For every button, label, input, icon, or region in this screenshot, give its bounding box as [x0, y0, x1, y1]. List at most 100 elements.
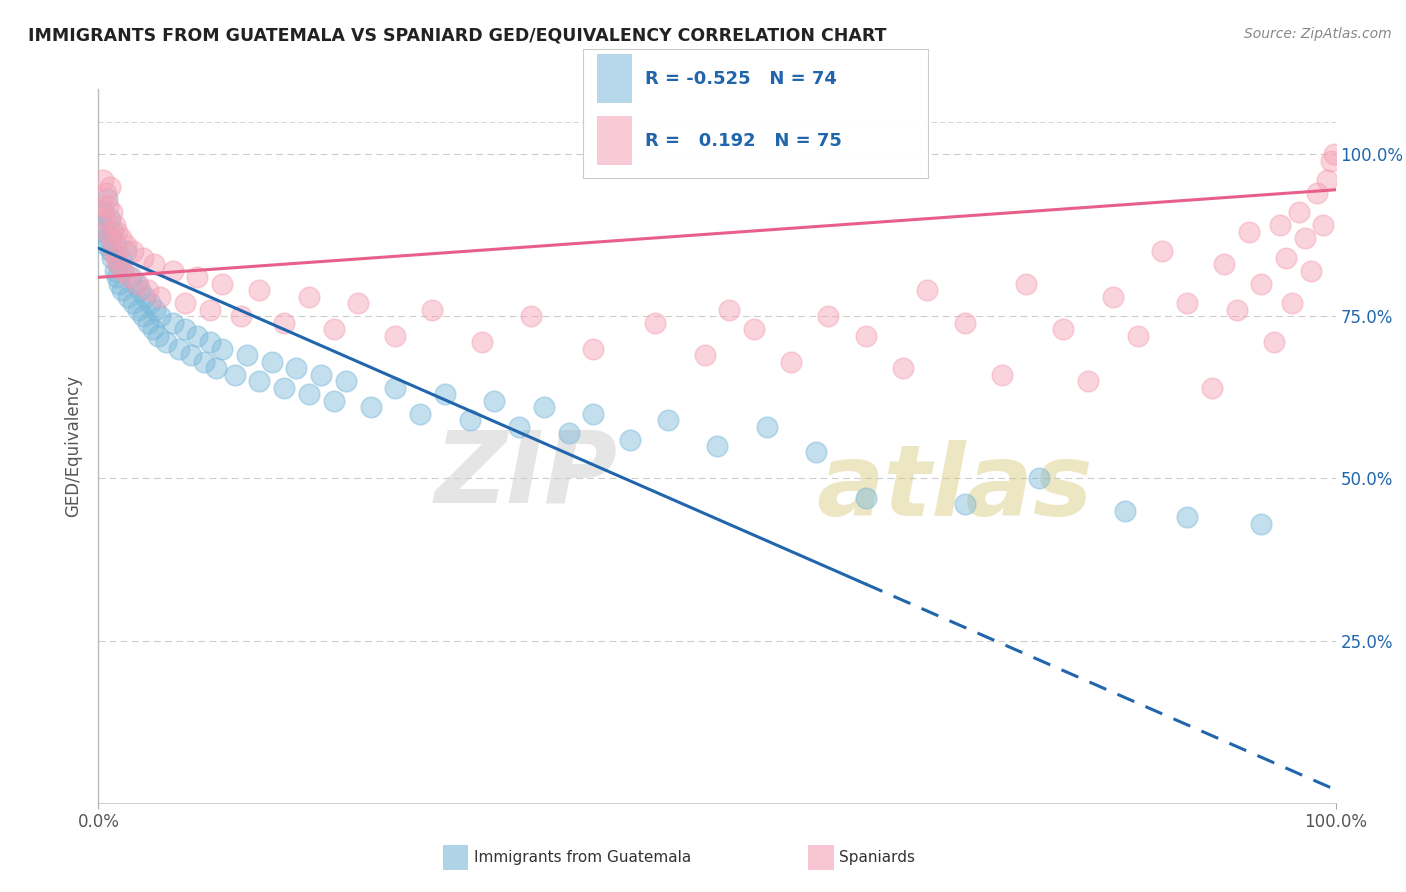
Point [93, 173, 115, 187]
Text: IMMIGRANTS FROM GUATEMALA VS SPANIARD GED/EQUIVALENCY CORRELATION CHART: IMMIGRANTS FROM GUATEMALA VS SPANIARD GE… [28, 27, 887, 45]
Text: ZIP: ZIP [434, 426, 619, 523]
Point [96, 193, 118, 207]
Point [471, 335, 494, 350]
Point [136, 283, 159, 297]
Point [96, 225, 118, 239]
Point [97, 199, 120, 213]
Point [112, 264, 135, 278]
Point [657, 413, 679, 427]
Point [1226, 302, 1249, 317]
Point [1306, 186, 1329, 200]
Point [193, 354, 215, 368]
Point [132, 310, 155, 324]
Point [298, 290, 321, 304]
Point [134, 290, 156, 304]
Point [1126, 328, 1149, 343]
Point [384, 381, 406, 395]
Point [1263, 335, 1285, 350]
Point [855, 328, 877, 343]
Point [1299, 264, 1322, 278]
Point [110, 231, 132, 245]
Point [186, 328, 208, 343]
Point [104, 238, 127, 252]
Point [260, 354, 283, 368]
Point [533, 400, 555, 414]
Point [143, 302, 166, 317]
Point [817, 310, 839, 324]
Point [718, 302, 741, 317]
Point [129, 283, 152, 297]
Point [273, 316, 295, 330]
Point [101, 251, 124, 265]
Point [322, 393, 344, 408]
Point [990, 368, 1012, 382]
Point [953, 316, 976, 330]
Point [1281, 296, 1303, 310]
Point [149, 290, 172, 304]
Point [101, 205, 124, 219]
Point [582, 342, 605, 356]
Point [91, 199, 114, 213]
Point [124, 277, 146, 291]
Point [1237, 225, 1260, 239]
Point [619, 433, 641, 447]
Point [1052, 322, 1074, 336]
Point [118, 270, 141, 285]
Point [247, 283, 270, 297]
Point [1250, 516, 1272, 531]
Point [117, 290, 139, 304]
Point [198, 335, 221, 350]
Point [1323, 147, 1346, 161]
Point [1201, 381, 1223, 395]
Point [1275, 251, 1298, 265]
Point [103, 244, 125, 259]
Point [422, 302, 444, 317]
Point [105, 225, 128, 239]
Point [205, 361, 228, 376]
Text: R =   0.192   N = 75: R = 0.192 N = 75 [645, 132, 842, 150]
Point [335, 374, 357, 388]
Point [298, 387, 321, 401]
Point [1152, 244, 1174, 259]
Point [174, 322, 197, 336]
Point [484, 393, 506, 408]
Point [508, 419, 530, 434]
Point [1312, 219, 1334, 233]
Point [98, 211, 121, 226]
Point [114, 244, 136, 259]
Point [1294, 231, 1316, 245]
Point [104, 251, 127, 265]
Point [142, 322, 165, 336]
Point [433, 387, 456, 401]
Point [211, 277, 233, 291]
Point [1175, 510, 1198, 524]
Point [891, 361, 914, 376]
Point [122, 296, 145, 310]
Point [167, 342, 190, 356]
Point [110, 251, 132, 265]
Point [136, 316, 159, 330]
Point [105, 270, 128, 285]
Point [953, 497, 976, 511]
Point [162, 264, 184, 278]
Point [582, 407, 605, 421]
Point [247, 374, 270, 388]
Point [91, 219, 114, 233]
Point [644, 316, 666, 330]
Point [149, 310, 172, 324]
Point [93, 225, 115, 239]
Text: Spaniards: Spaniards [839, 850, 915, 864]
Point [1077, 374, 1099, 388]
Point [1015, 277, 1038, 291]
Text: atlas: atlas [815, 441, 1092, 537]
Point [557, 425, 579, 440]
Point [174, 296, 197, 310]
Point [132, 251, 155, 265]
Point [120, 270, 142, 285]
Point [107, 257, 129, 271]
Point [1319, 153, 1341, 168]
Point [1114, 504, 1136, 518]
Point [211, 342, 233, 356]
Point [162, 316, 184, 330]
Point [114, 238, 136, 252]
